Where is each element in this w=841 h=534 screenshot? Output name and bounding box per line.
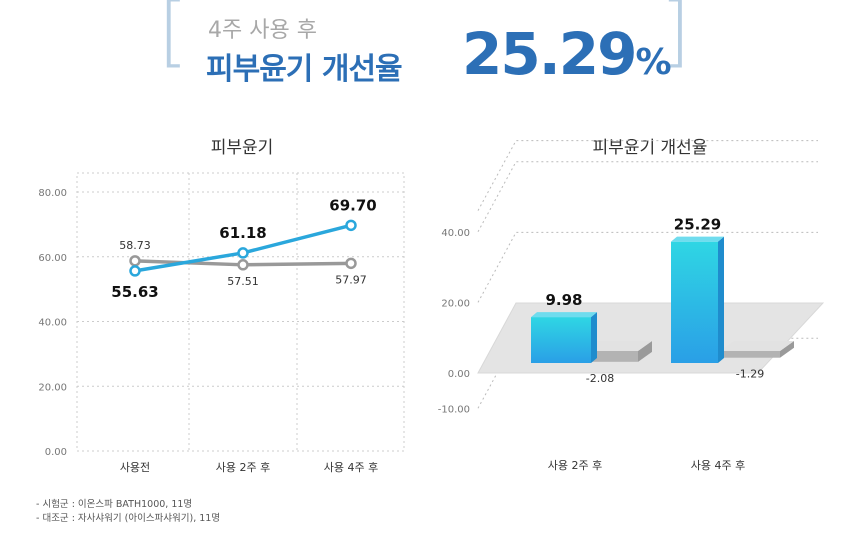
header-big-number: 25.29% — [462, 20, 672, 88]
test-bar-top — [671, 236, 724, 242]
test-series-point — [237, 247, 249, 259]
header-headline: 피부윤기 개선율 — [206, 52, 403, 87]
header: [ ] 4주 사용 후 피부윤기 개선율 25.29% — [0, 0, 841, 100]
line-chart-y-tick: 40.00 — [38, 318, 67, 329]
bar-chart-y-tick: 0.00 — [448, 369, 470, 380]
control-series-data-label: 57.97 — [335, 273, 367, 286]
test-series-point — [129, 265, 141, 277]
test-series-data-label: 61.18 — [219, 224, 266, 242]
line-chart-title: 피부윤기 — [210, 138, 274, 158]
line-chart-y-tick: 80.00 — [38, 188, 67, 199]
test-bar-side — [718, 236, 724, 363]
control-bar-data-label: -1.29 — [736, 368, 764, 381]
line-chart-y-tick: 20.00 — [38, 382, 67, 393]
line-chart-frame — [76, 172, 405, 452]
test-bar-data-label: 9.98 — [545, 291, 582, 309]
test-bar-side — [591, 312, 597, 363]
header-subtitle: 4주 사용 후 — [208, 18, 317, 43]
left-bracket-icon: [ — [158, 0, 189, 76]
control-bar-side — [638, 341, 652, 362]
big-number-value: 25.29 — [462, 20, 637, 88]
test-bar-data-label: 25.29 — [674, 216, 721, 234]
test-series-data-label: 55.63 — [111, 283, 158, 301]
right-bracket-icon: ] — [660, 0, 691, 76]
line-chart-x-label: 사용 2주 후 — [216, 461, 270, 474]
bar-chart-gridline — [477, 140, 818, 211]
control-series-data-label: 58.73 — [119, 239, 151, 252]
test-bar — [531, 317, 591, 363]
test-series-data-label: 69.70 — [329, 196, 376, 214]
control-bar-data-label: -2.08 — [586, 372, 614, 385]
bar-chart-title: 피부윤기 개선율 — [592, 138, 708, 158]
line-chart-y-tick: 60.00 — [38, 253, 67, 264]
bar-chart-x-label: 사용 4주 후 — [691, 459, 745, 472]
bar-chart-y-tick: 40.00 — [441, 228, 470, 239]
control-bar — [720, 351, 780, 358]
big-number-unit: % — [635, 42, 671, 83]
control-series-point — [237, 259, 249, 271]
test-series-point — [345, 219, 357, 232]
control-series-data-label: 57.51 — [227, 275, 259, 288]
line-chart-x-label: 사용 4주 후 — [324, 461, 378, 474]
control-bar — [578, 351, 638, 362]
footnote-test-group: - 시험군 : 이온스파 BATH1000, 11명 — [36, 499, 193, 510]
footnote-control-group: - 대조군 : 자사샤워기 (아이스파샤워기), 11명 — [36, 513, 221, 524]
bar-chart-gridline — [477, 231, 818, 303]
control-bar-top — [720, 341, 794, 351]
bar-chart-zero-plane — [477, 302, 825, 374]
line-chart-x-label: 사용전 — [120, 461, 150, 474]
test-bar-top — [531, 312, 597, 318]
control-bar-side — [780, 341, 794, 358]
test-bar — [671, 241, 718, 363]
control-series-point — [345, 257, 357, 270]
bar-chart-gridline — [477, 161, 818, 233]
bar-chart-y-tick: -10.00 — [438, 404, 470, 415]
bar-chart-y-tick: 20.00 — [441, 298, 470, 309]
line-chart-y-tick: 0.00 — [45, 447, 67, 458]
bar-chart-x-label: 사용 2주 후 — [548, 459, 602, 472]
footnotes: - 시험군 : 이온스파 BATH1000, 11명 - 대조군 : 자사샤워기… — [36, 498, 220, 526]
